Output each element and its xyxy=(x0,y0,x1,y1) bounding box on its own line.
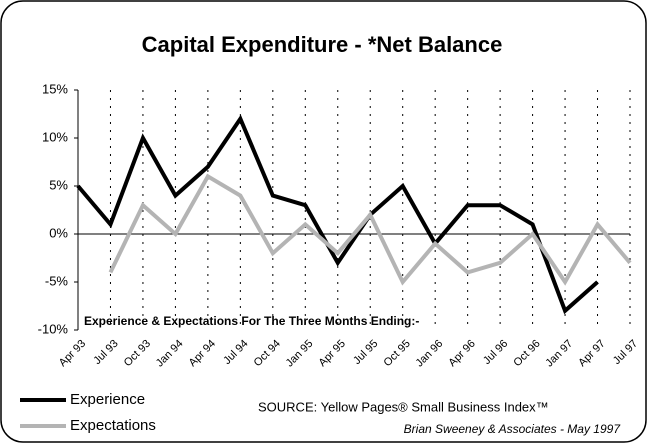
chart-title: Capital Expenditure - *Net Balance xyxy=(142,32,503,57)
y-tick-label: 0% xyxy=(49,225,68,240)
annotation: Experience & Expectations For The Three … xyxy=(84,314,419,328)
y-tick-label: 5% xyxy=(49,177,68,192)
y-tick-label: 15% xyxy=(42,81,68,96)
legend-label: Expectations xyxy=(70,417,156,434)
credit: Brian Sweeney & Associates - May 1997 xyxy=(404,422,622,436)
y-tick-label: 10% xyxy=(42,129,68,144)
source: SOURCE: Yellow Pages® Small Business Ind… xyxy=(258,399,549,414)
series-line xyxy=(76,114,599,315)
legend-label: Experience xyxy=(70,391,145,408)
y-tick-label: -5% xyxy=(45,273,69,288)
series-line xyxy=(108,173,632,286)
y-tick-label: -10% xyxy=(38,321,69,336)
